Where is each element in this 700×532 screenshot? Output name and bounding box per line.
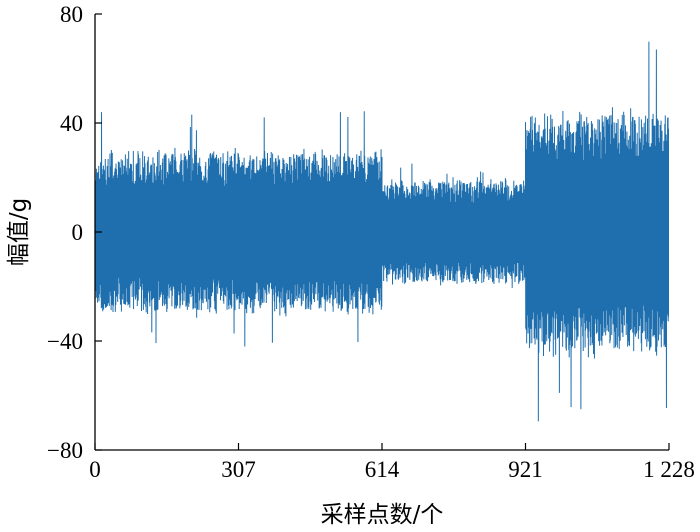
x-tick-label: 1 228 <box>643 457 695 482</box>
y-tick-label: 80 <box>60 2 83 27</box>
y-tick-label: −80 <box>47 438 83 463</box>
x-tick-label: 614 <box>365 457 400 482</box>
x-tick-label: 0 <box>89 457 101 482</box>
x-tick-label: 921 <box>508 457 543 482</box>
y-tick-label: 40 <box>60 111 83 136</box>
signal-series <box>95 41 669 422</box>
y-tick-label: 0 <box>72 220 84 245</box>
y-axis-ticks: −80 −40 0 40 80 <box>47 2 102 463</box>
x-tick-label: 307 <box>221 457 256 482</box>
y-axis-label: 幅值/g <box>6 198 32 266</box>
x-axis-ticks: 0 307 614 921 1 228 <box>89 443 695 482</box>
x-axis-label: 采样点数/个 <box>321 502 444 528</box>
signal-line <box>95 41 669 422</box>
y-tick-label: −40 <box>47 329 83 354</box>
